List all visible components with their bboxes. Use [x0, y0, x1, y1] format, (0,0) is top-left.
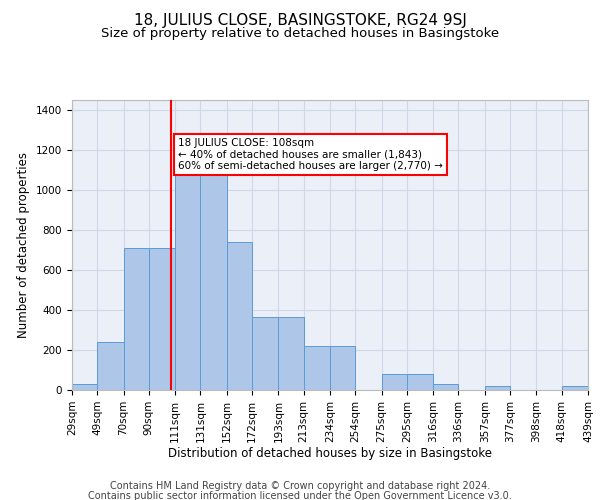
Text: Contains public sector information licensed under the Open Government Licence v3: Contains public sector information licen…	[88, 491, 512, 500]
Bar	[562, 386, 588, 390]
Text: 18 JULIUS CLOSE: 108sqm
← 40% of detached houses are smaller (1,843)
60% of semi: 18 JULIUS CLOSE: 108sqm ← 40% of detache…	[178, 138, 443, 171]
Bar	[382, 374, 407, 390]
Bar	[433, 384, 458, 390]
Bar	[330, 346, 355, 390]
Bar	[227, 242, 252, 390]
Text: Contains HM Land Registry data © Crown copyright and database right 2024.: Contains HM Land Registry data © Crown c…	[110, 481, 490, 491]
Bar	[252, 317, 278, 390]
X-axis label: Distribution of detached houses by size in Basingstoke: Distribution of detached houses by size …	[168, 448, 492, 460]
Bar	[175, 172, 200, 390]
Bar	[485, 386, 510, 390]
Bar	[97, 342, 124, 390]
Bar	[149, 248, 175, 390]
Bar	[304, 346, 330, 390]
Bar	[72, 384, 97, 390]
Bar	[124, 248, 149, 390]
Text: 18, JULIUS CLOSE, BASINGSTOKE, RG24 9SJ: 18, JULIUS CLOSE, BASINGSTOKE, RG24 9SJ	[134, 12, 466, 28]
Text: Size of property relative to detached houses in Basingstoke: Size of property relative to detached ho…	[101, 28, 499, 40]
Bar	[407, 374, 433, 390]
Bar	[278, 317, 304, 390]
Y-axis label: Number of detached properties: Number of detached properties	[17, 152, 31, 338]
Bar	[200, 172, 227, 390]
